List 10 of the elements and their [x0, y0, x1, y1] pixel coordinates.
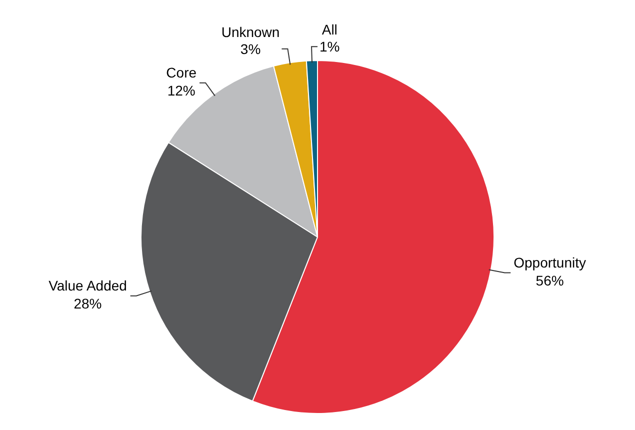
data-label: 3% — [240, 40, 261, 57]
slice-label: Value Added — [48, 278, 127, 294]
slice-label: Opportunity — [514, 254, 586, 271]
data-label: 28% — [74, 296, 102, 312]
slice-label: All — [322, 22, 338, 38]
data-label: 1% — [320, 38, 340, 55]
slice-label: Unknown — [221, 24, 280, 40]
slice-label: Core — [166, 64, 197, 81]
data-label: 56% — [536, 272, 564, 289]
data-label: 12% — [167, 82, 196, 99]
